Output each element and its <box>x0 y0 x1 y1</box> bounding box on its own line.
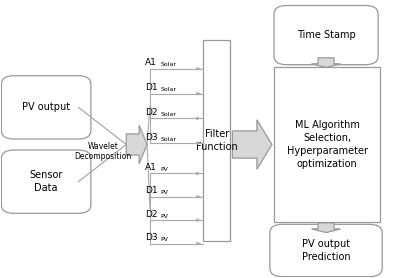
FancyBboxPatch shape <box>1 150 91 213</box>
Text: A1: A1 <box>145 58 157 68</box>
FancyBboxPatch shape <box>274 68 380 222</box>
Text: Solar: Solar <box>161 112 177 117</box>
Text: Sensor
Data: Sensor Data <box>29 170 63 193</box>
Polygon shape <box>311 223 341 233</box>
Text: PV output: PV output <box>22 102 70 112</box>
FancyBboxPatch shape <box>270 224 382 277</box>
Text: Time Stamp: Time Stamp <box>297 30 355 40</box>
Polygon shape <box>126 125 147 164</box>
Text: PV: PV <box>161 237 169 242</box>
Text: PV: PV <box>161 214 169 219</box>
FancyBboxPatch shape <box>274 6 378 65</box>
Text: D3: D3 <box>145 133 158 142</box>
Text: D1: D1 <box>145 187 158 195</box>
Polygon shape <box>233 120 272 169</box>
Text: Wavelet
Decomposition: Wavelet Decomposition <box>75 142 132 161</box>
Text: PV: PV <box>161 190 169 195</box>
Text: ML Algorithm
Selection,
Hyperparameter
optimization: ML Algorithm Selection, Hyperparameter o… <box>287 120 367 169</box>
FancyBboxPatch shape <box>1 76 91 139</box>
Polygon shape <box>311 58 341 68</box>
FancyBboxPatch shape <box>203 40 230 241</box>
Text: D3: D3 <box>145 233 158 242</box>
Text: PV: PV <box>161 167 169 172</box>
Text: A1: A1 <box>145 163 157 172</box>
Text: D2: D2 <box>145 108 158 117</box>
Text: D2: D2 <box>145 210 158 219</box>
Text: PV output
Prediction: PV output Prediction <box>302 239 350 262</box>
Text: Solar: Solar <box>161 137 177 142</box>
Text: Solar: Solar <box>161 63 177 68</box>
Text: D1: D1 <box>145 83 158 92</box>
Text: Filter
Function: Filter Function <box>196 129 238 152</box>
Text: Solar: Solar <box>161 87 177 92</box>
